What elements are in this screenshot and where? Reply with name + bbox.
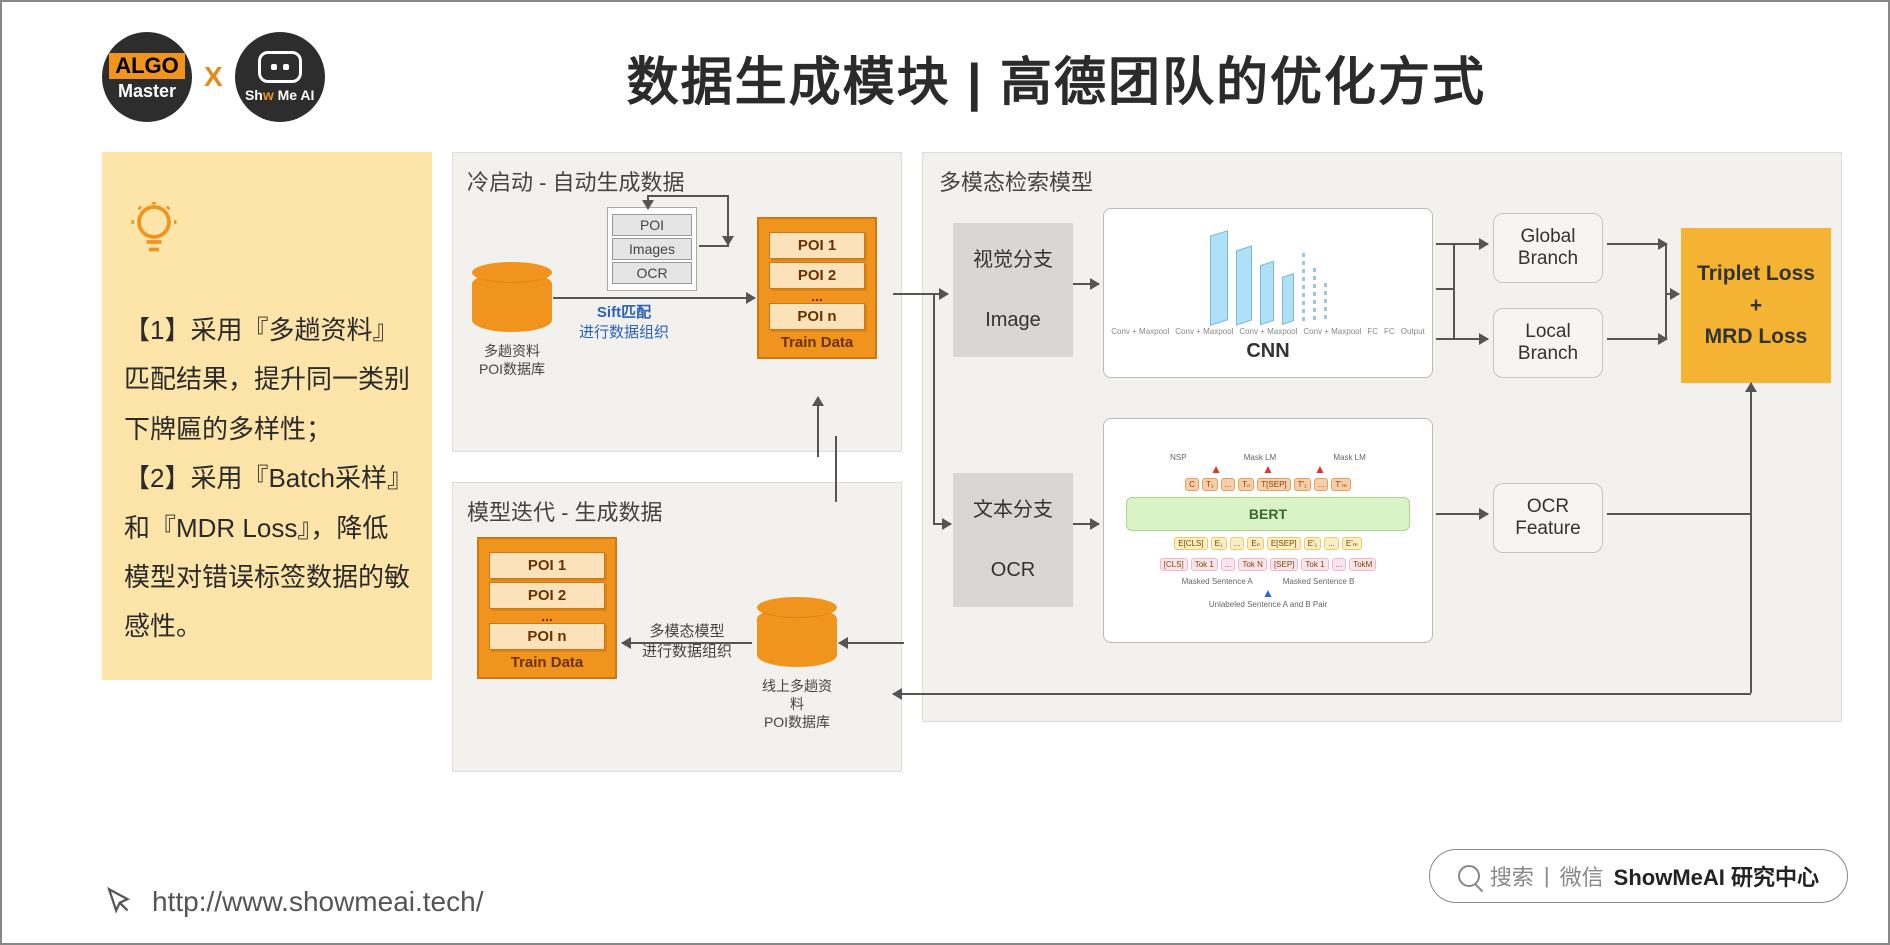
local-branch: Local Branch: [1493, 308, 1603, 378]
cnn-label: CNN: [1246, 340, 1289, 363]
logos: ALGO Master X Shw Me AI: [102, 32, 325, 122]
tip-box: 【1】采用『多趟资料』匹配结果，提升同一类别下牌匾的多样性； 【2】采用『Bat…: [102, 152, 432, 680]
search-icon: [1458, 865, 1480, 887]
master-text: Master: [118, 81, 176, 102]
global-branch: Global Branch: [1493, 213, 1603, 283]
search-strong: ShowMeAI 研究中心: [1614, 860, 1819, 892]
panel-model-title: 多模态检索模型: [939, 165, 1825, 197]
bert-box: NSP Mask LM Mask LM ▲▲▲ CT₁...TₙT[SEP]T'…: [1103, 418, 1433, 643]
text-branch-box: 文本分支OCR: [953, 473, 1073, 607]
panel-iter-title: 模型迭代 - 生成数据: [467, 495, 887, 527]
lightbulb-icon: [124, 180, 410, 294]
sift-label: Sift匹配进行数据组织: [579, 303, 669, 342]
page-title: 数据生成模块 | 高德团队的优化方式: [325, 40, 1788, 115]
search-pill[interactable]: 搜索 | 微信 ShowMeAI 研究中心: [1429, 849, 1848, 903]
ocr-feature: OCR Feature: [1493, 483, 1603, 553]
panel-cold-title: 冷启动 - 自动生成数据: [467, 165, 887, 197]
search-pre: 搜索: [1490, 860, 1534, 892]
logo-x: X: [204, 61, 223, 93]
showmeai-logo: Shw Me AI: [235, 32, 325, 122]
poi-database: 多趟资料POI数据库: [472, 272, 552, 378]
train-data-iter: POI 1 POI 2 ... POI n Train Data: [477, 537, 617, 679]
header: ALGO Master X Shw Me AI 数据生成模块 | 高德团队的优化…: [2, 2, 1888, 132]
footer: http://www.showmeai.tech/: [102, 885, 483, 919]
panel-multimodal-model: 多模态检索模型 视觉分支Image Conv + Maxpool Conv + …: [922, 152, 1842, 722]
panel-cold-start: 冷启动 - 自动生成数据 多趟资料POI数据库 POI Images OCR S…: [452, 152, 902, 452]
algo-master-logo: ALGO Master: [102, 32, 192, 122]
data-stack: POI Images OCR: [607, 207, 697, 291]
tip-line-1: 【1】采用『多趟资料』匹配结果，提升同一类别下牌匾的多样性；: [124, 306, 410, 454]
loss-box: Triplet Loss+MRD Loss: [1681, 228, 1831, 383]
cursor-icon: [102, 885, 136, 919]
footer-url[interactable]: http://www.showmeai.tech/: [152, 886, 483, 918]
content: 【1】采用『多趟资料』匹配结果，提升同一类别下牌匾的多样性； 【2】采用『Bat…: [2, 132, 1888, 772]
vision-branch-box: 视觉分支Image: [953, 223, 1073, 357]
tip-line-2: 【2】采用『Batch采样』和『MDR Loss』，降低模型对错误标签数据的敏感…: [124, 454, 410, 652]
online-poi-database: 线上多趟资料POI数据库: [757, 607, 837, 732]
train-data-cold: POI 1 POI 2 ... POI n Train Data: [757, 217, 877, 359]
algo-text: ALGO: [109, 53, 185, 79]
cnn-box: Conv + Maxpool Conv + Maxpool Conv + Max…: [1103, 208, 1433, 378]
panel-iteration: 模型迭代 - 生成数据 POI 1 POI 2 ... POI n Train …: [452, 482, 902, 772]
